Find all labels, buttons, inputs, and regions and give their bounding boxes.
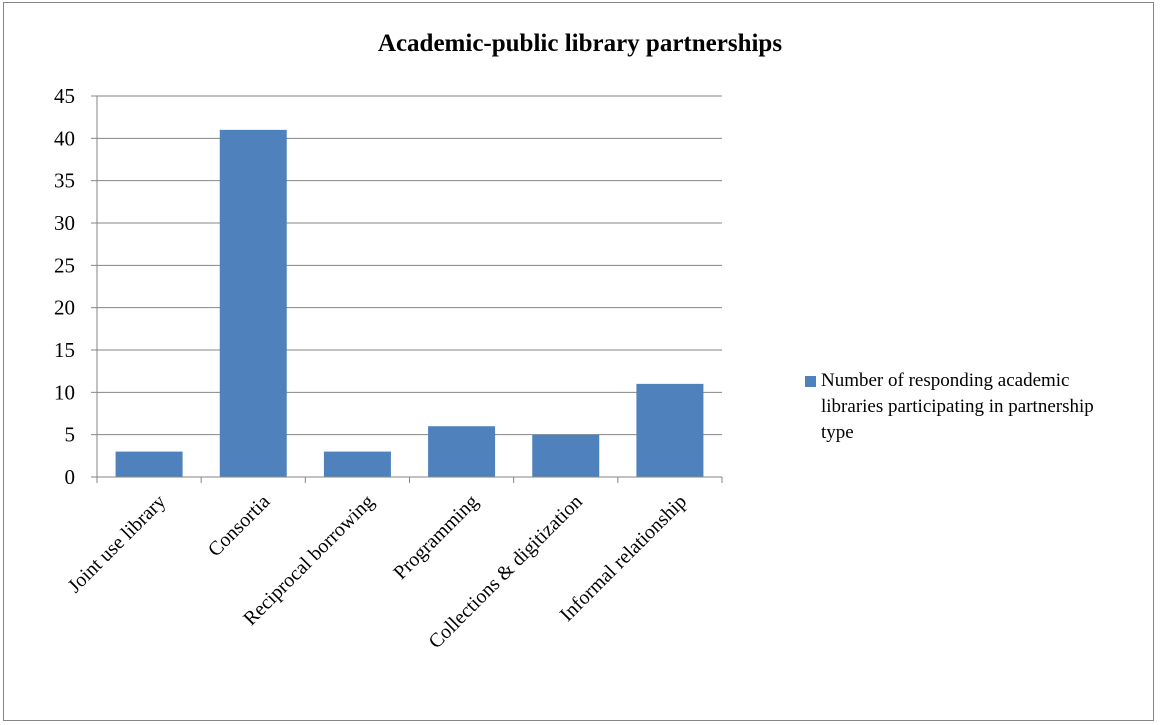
chart-frame [3,2,1154,721]
bars [115,129,704,477]
bar [636,383,704,477]
y-tick-label: 45 [54,84,75,108]
x-tick-label: Joint use library [64,491,171,598]
x-tick-label: Consortia [204,491,275,562]
chart-title: Academic-public library partnerships [377,30,783,57]
y-axis-tick-labels: 0 5 10 15 20 25 30 35 40 45 [54,84,75,489]
legend-series-label: Number of responding academic libraries … [821,370,1094,443]
y-tick-label: 35 [54,169,75,193]
y-tick-label: 30 [54,211,75,235]
legend: Number of responding academic libraries … [805,368,1125,446]
bar [115,451,183,477]
legend-swatch [805,376,816,387]
y-tick-label: 5 [65,423,76,447]
y-tick-label: 25 [54,253,75,277]
x-tick-label: Programming [389,491,482,584]
y-tick-label: 10 [54,380,75,404]
bar [428,426,496,477]
y-tick-label: 15 [54,338,75,362]
y-tick-label: 0 [65,465,76,489]
y-tick-label: 20 [54,296,75,320]
bar [532,434,600,477]
y-tick-label: 40 [54,126,75,150]
bar [219,129,287,477]
bar [323,451,391,477]
axes [91,95,723,483]
gridlines [97,95,722,436]
